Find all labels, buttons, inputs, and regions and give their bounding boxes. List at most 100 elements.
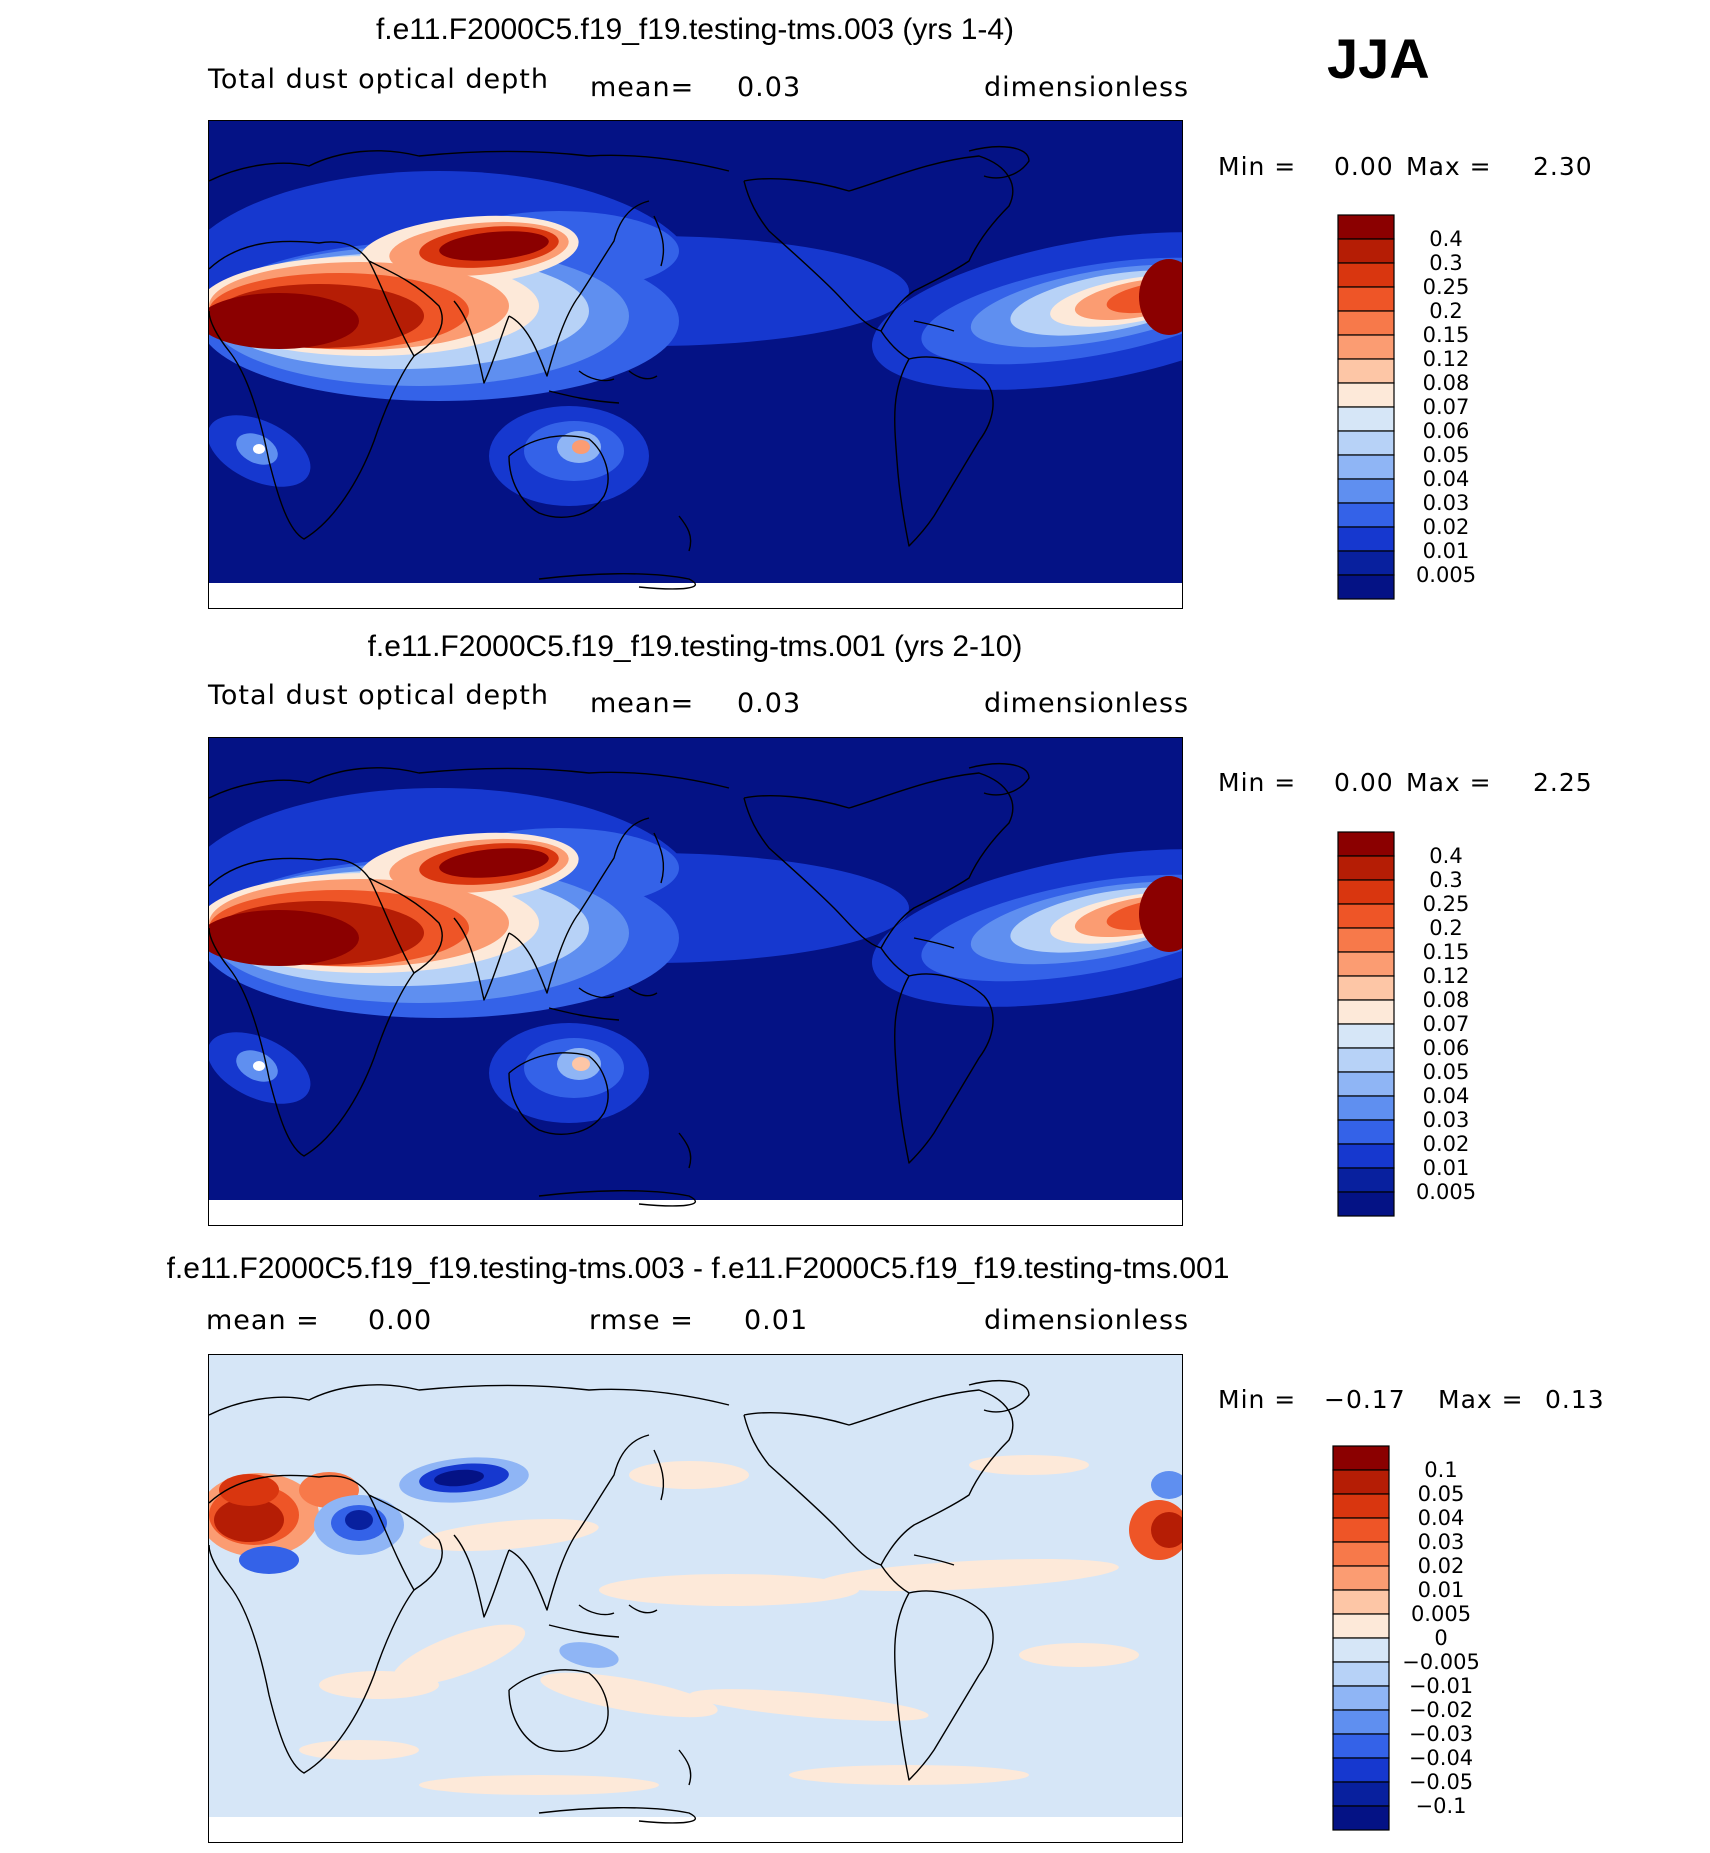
- coastline-segment: [653, 1449, 665, 1501]
- panel-1-mean-value: 0.03: [737, 72, 802, 103]
- colorbar-tick-label: 0.06: [1423, 419, 1470, 443]
- coastline-segment: [508, 1434, 650, 1611]
- panel-3-min-value: −0.17: [1324, 1385, 1406, 1414]
- colorbar-swatch: [1337, 406, 1395, 432]
- coastline-segment: [538, 1807, 697, 1824]
- coastline-segment: [508, 817, 650, 994]
- positive-anomaly: [969, 1455, 1089, 1475]
- coastline-segment: [548, 370, 658, 404]
- colorbar-tick-label: 0.4: [1429, 844, 1462, 868]
- colorbar-tick-label: −0.1: [1416, 1794, 1467, 1818]
- panel-2-title: f.e11.F2000C5.f19_f19.testing-tms.001 (y…: [367, 630, 1023, 663]
- colorbar-swatch: [1337, 831, 1395, 857]
- colorbar-tick-label: 0.07: [1423, 395, 1470, 419]
- colorbar-tick-label: 0.04: [1423, 467, 1470, 491]
- colorbar-swatch: [1337, 855, 1395, 881]
- coastline-segment: [548, 987, 658, 1021]
- colorbar-tick-label: 0.25: [1423, 892, 1470, 916]
- colorbar-swatch: [1332, 1805, 1390, 1831]
- panel-1-map: [208, 120, 1183, 609]
- colorbar-tick-label: 0.08: [1423, 988, 1470, 1012]
- positive-anomaly: [299, 1740, 419, 1760]
- coastline-segment: [743, 772, 1014, 949]
- coastline-segment: [968, 146, 1030, 179]
- contour-region: [253, 444, 265, 454]
- coastline-segment: [743, 1389, 1014, 1566]
- coastlines: [209, 146, 1030, 590]
- colorbar-swatch: [1332, 1685, 1390, 1711]
- panel-2-map-field: [209, 738, 1182, 1225]
- colorbar-tick-label: 0.4: [1429, 227, 1462, 251]
- colorbar-tick-label: 0.3: [1429, 868, 1462, 892]
- colorbar-tick-label: −0.05: [1409, 1770, 1473, 1794]
- colorbar-swatch: [1337, 310, 1395, 336]
- panel-2-mean-label: mean=: [590, 688, 695, 719]
- colorbar-swatch: [1337, 286, 1395, 312]
- contour-region: [572, 440, 590, 454]
- coastline-segment: [209, 767, 730, 799]
- colorbar-swatch: [1337, 1071, 1395, 1097]
- colorbar-swatch: [1337, 526, 1395, 552]
- panel-3-rmse-label: rmse =: [589, 1305, 694, 1336]
- panel-2-min-value: 0.00: [1334, 768, 1394, 797]
- colorbar-tick-label: 0.01: [1418, 1578, 1465, 1602]
- colorbar-swatch: [1337, 358, 1395, 384]
- colorbar-tick-label: 0.15: [1423, 940, 1470, 964]
- colorbar-tick-label: −0.02: [1409, 1698, 1473, 1722]
- negative-anomaly: [1151, 1471, 1182, 1499]
- positive-anomaly: [689, 1689, 929, 1721]
- panel-1-max-value: 2.30: [1533, 152, 1593, 181]
- coastline-segment: [209, 857, 415, 1157]
- panel-3-map-field: [209, 1355, 1182, 1842]
- panel-3-mean-label: mean =: [206, 1305, 320, 1336]
- positive-anomaly: [599, 1574, 859, 1606]
- panel-2-mean-value: 0.03: [737, 688, 802, 719]
- colorbar-tick-label: −0.04: [1409, 1746, 1473, 1770]
- colorbar-tick-label: 0.03: [1423, 491, 1470, 515]
- coastline-segment: [453, 1534, 510, 1618]
- colorbar-swatch: [1332, 1661, 1390, 1687]
- colorbar-tick-label: 0: [1434, 1626, 1447, 1650]
- colorbar-swatch: [1337, 478, 1395, 504]
- colorbar-tick-label: 0.05: [1418, 1482, 1465, 1506]
- colorbar-swatch: [1332, 1589, 1390, 1615]
- coastline-segment: [894, 973, 994, 1164]
- positive-anomaly: [819, 1558, 1119, 1592]
- colorbar-swatch: [1337, 334, 1395, 360]
- coastline-segment: [743, 155, 1014, 332]
- colorbar-tick-label: 0.05: [1423, 1060, 1470, 1084]
- coastline-segment: [209, 1474, 415, 1774]
- colorbar-swatch: [1332, 1565, 1390, 1591]
- contour-region: [253, 1061, 265, 1071]
- panel-2-max-value: 2.25: [1533, 768, 1593, 797]
- coastline-segment: [368, 877, 443, 974]
- panel-2-max-label: Max =: [1406, 768, 1492, 797]
- colorbar-swatch: [1337, 238, 1395, 264]
- colorbar-swatch: [1332, 1445, 1390, 1471]
- panel-1-title: f.e11.F2000C5.f19_f19.testing-tms.003 (y…: [375, 13, 1015, 46]
- positive-anomaly: [1019, 1643, 1139, 1667]
- negative-anomaly: [239, 1546, 299, 1574]
- contour-region: [209, 910, 359, 966]
- colorbar-tick-label: 0.3: [1429, 251, 1462, 275]
- coastline-segment: [209, 240, 415, 540]
- colorbar-svg: 0.40.30.250.20.150.120.080.070.060.050.0…: [1337, 214, 1476, 600]
- colorbar-tick-label: 0.03: [1423, 1108, 1470, 1132]
- colorbar-swatch: [1337, 1047, 1395, 1073]
- panel-3-rmse-value: 0.01: [744, 1305, 809, 1336]
- coastline-segment: [538, 573, 697, 590]
- colorbar-swatch: [1332, 1781, 1390, 1807]
- colorbar-tick-label: 0.15: [1423, 323, 1470, 347]
- panel-1-min-label: Min =: [1218, 152, 1297, 181]
- colorbar-tick-label: 0.2: [1429, 916, 1462, 940]
- colorbar-tick-label: 0.005: [1416, 1180, 1476, 1204]
- colorbar-tick-label: 0.02: [1418, 1554, 1465, 1578]
- positive-anomaly: [419, 1518, 599, 1552]
- colorbar-tick-label: 0.08: [1423, 371, 1470, 395]
- coastline-segment: [894, 356, 994, 547]
- panel-3-map: [208, 1354, 1183, 1843]
- contour-region: [209, 293, 359, 349]
- colorbar-tick-label: 0.1: [1424, 1458, 1457, 1482]
- colorbar-swatch: [1337, 903, 1395, 929]
- colorbar-tick-label: 0.07: [1423, 1012, 1470, 1036]
